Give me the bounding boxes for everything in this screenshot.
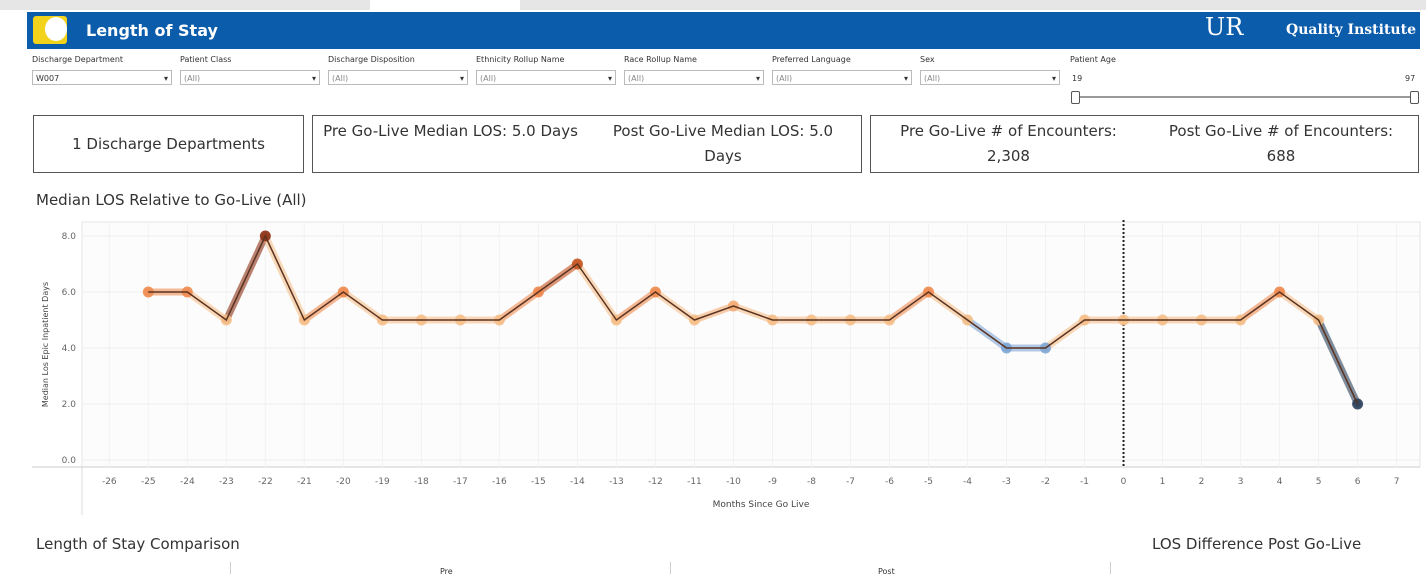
logo-icon (45, 17, 67, 41)
x-tick-label: -19 (375, 477, 390, 487)
x-tick-label: -5 (924, 477, 933, 487)
column-header: Pre (440, 567, 453, 576)
kpi-box: Pre Go-Live # of Encounters: 2,308 Post … (870, 115, 1419, 173)
divider (1110, 562, 1111, 574)
x-tick-label: -1 (1080, 477, 1089, 487)
filter-dropdown[interactable]: W007 (32, 70, 172, 86)
filter-label: Ethnicity Rollup Name (476, 55, 565, 64)
x-tick-label: -8 (807, 477, 816, 487)
x-tick-label: -24 (180, 477, 195, 487)
filter-dropdown[interactable]: (All) (180, 70, 320, 86)
slider-track (1076, 96, 1414, 98)
x-tick-label: -25 (141, 477, 156, 487)
kpi-text: 1 Discharge Departments (72, 135, 265, 153)
filter-label: Discharge Department (32, 55, 124, 64)
filter-dropdown[interactable]: (All) (328, 70, 468, 86)
x-tick-label: 7 (1394, 477, 1400, 487)
slider-min: 19 (1072, 74, 1083, 83)
x-tick-label: -12 (648, 477, 663, 487)
line (148, 234, 1359, 405)
x-tick-label: -21 (297, 477, 312, 487)
logo-text: UR (1205, 13, 1244, 41)
column-header: Post (878, 567, 895, 576)
y-tick-label: 2.0 (62, 400, 77, 410)
x-tick-label: -17 (453, 477, 468, 487)
org-name: Quality Institute (1286, 22, 1416, 38)
x-tick-label: -16 (492, 477, 507, 487)
x-tick-label: -10 (726, 477, 741, 487)
filter-label: Patient Class (180, 55, 232, 64)
x-tick-label: -15 (531, 477, 546, 487)
section-title: LOS Difference Post Go-Live (1152, 535, 1362, 553)
filter-label: Patient Age (1070, 55, 1116, 64)
kpi-text: Pre Go-Live Median LOS: 5.0 Days (323, 122, 578, 140)
x-tick-label: 0 (1121, 477, 1127, 487)
x-tick-label: -13 (609, 477, 624, 487)
x-tick-label: -23 (219, 477, 234, 487)
filter-label: Sex (920, 55, 935, 64)
x-axis-label: Months Since Go Live (713, 500, 810, 510)
kpi-box: 1 Discharge Departments (33, 115, 304, 173)
y-tick-label: 0.0 (62, 456, 77, 466)
chart-title: Median LOS Relative to Go-Live (All) (36, 191, 307, 209)
x-tick-label: 2 (1199, 477, 1205, 487)
x-tick-label: 3 (1238, 477, 1244, 487)
divider (230, 562, 231, 574)
slider-handle[interactable] (1410, 91, 1419, 104)
filter-dropdown[interactable]: (All) (476, 70, 616, 86)
y-axis-label: Median Los Epic Inpatient Days (41, 282, 50, 407)
filter-label: Preferred Language (772, 55, 851, 64)
x-tick-label: 5 (1316, 477, 1322, 487)
header-bar (27, 12, 1420, 49)
plot-area (81, 221, 1421, 468)
x-tick-label: -11 (687, 477, 702, 487)
x-tick-label: -18 (414, 477, 429, 487)
x-tick-label: -4 (963, 477, 972, 487)
x-tick-label: -3 (1002, 477, 1011, 487)
section-title: Length of Stay Comparison (36, 535, 240, 553)
kpi-text: Post Go-Live Median LOS: 5.0 Days (612, 122, 834, 165)
filter-label: Discharge Disposition (328, 55, 415, 64)
x-tick-label: -6 (885, 477, 894, 487)
kpi-box: Pre Go-Live Median LOS: 5.0 Days Post Go… (312, 115, 862, 173)
x-tick-label: -9 (768, 477, 777, 487)
filter-dropdown[interactable]: (All) (772, 70, 912, 86)
x-tick-label: 6 (1355, 477, 1361, 487)
divider (670, 562, 671, 574)
tab[interactable] (370, 0, 520, 10)
x-tick-label: 1 (1160, 477, 1166, 487)
y-tick-label: 4.0 (62, 344, 77, 354)
x-tick-label: 4 (1277, 477, 1283, 487)
top-strip (0, 0, 1426, 10)
x-tick-label: -20 (336, 477, 351, 487)
x-tick-label: -26 (102, 477, 117, 487)
kpi-value: 688 (1266, 147, 1296, 165)
filter-dropdown[interactable]: (All) (624, 70, 764, 86)
x-tick-label: -2 (1041, 477, 1050, 487)
x-tick-label: -7 (846, 477, 855, 487)
kpi-label: Post Go-Live # of Encounters: (1168, 122, 1394, 140)
slider-handle[interactable] (1071, 91, 1080, 104)
header-title: Length of Stay (86, 21, 218, 40)
filter-dropdown[interactable]: (All) (920, 70, 1060, 86)
x-tick-label: -22 (258, 477, 273, 487)
kpi-label: Pre Go-Live # of Encounters: (900, 122, 1117, 140)
filter-label: Race Rollup Name (624, 55, 697, 64)
x-tick-label: -14 (570, 477, 585, 487)
slider-max: 97 (1405, 74, 1416, 83)
y-tick-label: 8.0 (62, 232, 77, 242)
y-tick-label: 6.0 (62, 288, 77, 298)
kpi-value: 2,308 (987, 147, 1030, 165)
